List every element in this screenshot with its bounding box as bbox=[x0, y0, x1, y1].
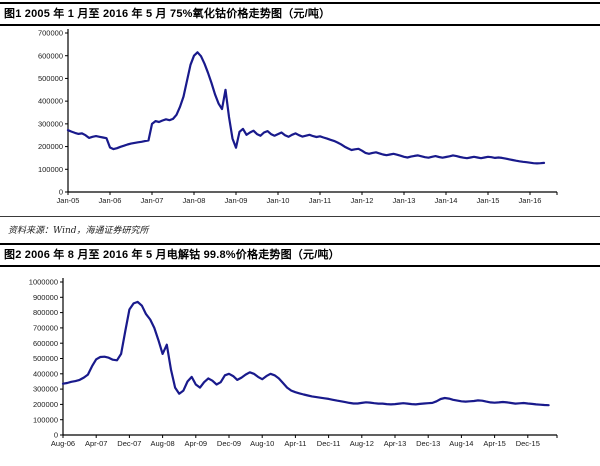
figure2-chart: 0 100000 200000 300000 400000 500000 600000 700… bbox=[29, 278, 558, 448]
x-axis-tick-label: Aug-14 bbox=[449, 439, 473, 448]
y-axis-tick-label: 300000 bbox=[33, 385, 58, 394]
x-axis-tick-label: Apr-07 bbox=[85, 439, 108, 448]
x-axis-tick-label: Jan-11 bbox=[309, 196, 331, 205]
x-axis-tick-label: Aug-06 bbox=[51, 439, 75, 448]
figure1-title-underline bbox=[0, 24, 600, 26]
x-axis-tick-label: Aug-10 bbox=[250, 439, 274, 448]
x-axis-tick-label: Apr-11 bbox=[284, 439, 306, 448]
x-axis-tick-label: Jan-09 bbox=[225, 196, 248, 205]
figure2-top-rule bbox=[0, 243, 600, 245]
y-axis-tick-label: 400000 bbox=[33, 369, 58, 378]
x-axis-tick-label: Jan-15 bbox=[477, 196, 500, 205]
x-axis-tick-label: Jan-16 bbox=[519, 196, 542, 205]
y-axis-tick-label: 500000 bbox=[33, 354, 58, 363]
y-axis-tick-label: 600000 bbox=[33, 339, 58, 348]
x-axis-tick-label: Dec-15 bbox=[516, 439, 540, 448]
figure2-title: 图2 2006 年 8 月至 2016 年 5 月电解钴 99.8%价格走势图（… bbox=[4, 249, 340, 261]
x-axis-tick-label: Jan-10 bbox=[267, 196, 290, 205]
y-axis-tick-label: 700000 bbox=[38, 29, 63, 38]
x-axis-tick-label: Aug-08 bbox=[151, 439, 175, 448]
x-axis-tick-label: Apr-13 bbox=[384, 439, 407, 448]
x-axis-tick-label: Dec-09 bbox=[217, 439, 241, 448]
x-axis-tick-label: Dec-07 bbox=[117, 439, 141, 448]
y-axis-tick-label: 0 bbox=[59, 188, 63, 197]
y-axis-tick-label: 400000 bbox=[38, 97, 63, 106]
x-axis-tick-label: Aug-12 bbox=[350, 439, 374, 448]
y-axis-tick-label: 100000 bbox=[38, 165, 63, 174]
y-axis-tick-label: 200000 bbox=[38, 142, 63, 151]
price-series-line bbox=[61, 300, 550, 407]
y-axis-tick-label: 600000 bbox=[38, 51, 63, 60]
x-axis-tick-label: Jan-07 bbox=[141, 196, 164, 205]
figure1-title: 图1 2005 年 1 月至 2016 年 5 月 75%氧化钴价格走势图（元/… bbox=[4, 8, 331, 20]
y-axis-tick-label: 700000 bbox=[33, 324, 58, 333]
y-axis-tick-label: 0 bbox=[54, 431, 58, 440]
figure1-chart: 0 100000 200000 300000 400000 500000 600000 700… bbox=[38, 29, 558, 205]
x-axis-tick-label: Dec-13 bbox=[416, 439, 440, 448]
top-rule bbox=[0, 2, 600, 4]
y-axis-tick-label: 800000 bbox=[33, 308, 58, 317]
data-source-text: 资料来源：Wind，海通证券研究所 bbox=[8, 226, 149, 236]
y-axis-tick-label: 100000 bbox=[33, 415, 58, 424]
y-axis-tick-label: 300000 bbox=[38, 119, 63, 128]
y-axis-tick-label: 900000 bbox=[33, 293, 58, 302]
figure2-title-underline bbox=[0, 265, 600, 267]
price-series-line bbox=[66, 51, 546, 165]
y-axis-tick-label: 500000 bbox=[38, 74, 63, 83]
x-axis-tick-label: Apr-15 bbox=[483, 439, 506, 448]
x-axis-tick-label: Jan-12 bbox=[351, 196, 374, 205]
x-axis-tick-label: Jan-06 bbox=[99, 196, 122, 205]
source-top-rule bbox=[0, 216, 600, 217]
x-axis-tick-label: Dec-11 bbox=[317, 439, 341, 448]
x-axis-tick-label: Apr-09 bbox=[185, 439, 208, 448]
x-axis-tick-label: Jan-14 bbox=[435, 196, 458, 205]
y-axis-tick-label: 1000000 bbox=[29, 278, 58, 287]
y-axis-tick-label: 200000 bbox=[33, 400, 58, 409]
x-axis-tick-label: Jan-13 bbox=[393, 196, 416, 205]
x-axis-tick-label: Jan-05 bbox=[57, 196, 80, 205]
x-axis-tick-label: Jan-08 bbox=[183, 196, 206, 205]
